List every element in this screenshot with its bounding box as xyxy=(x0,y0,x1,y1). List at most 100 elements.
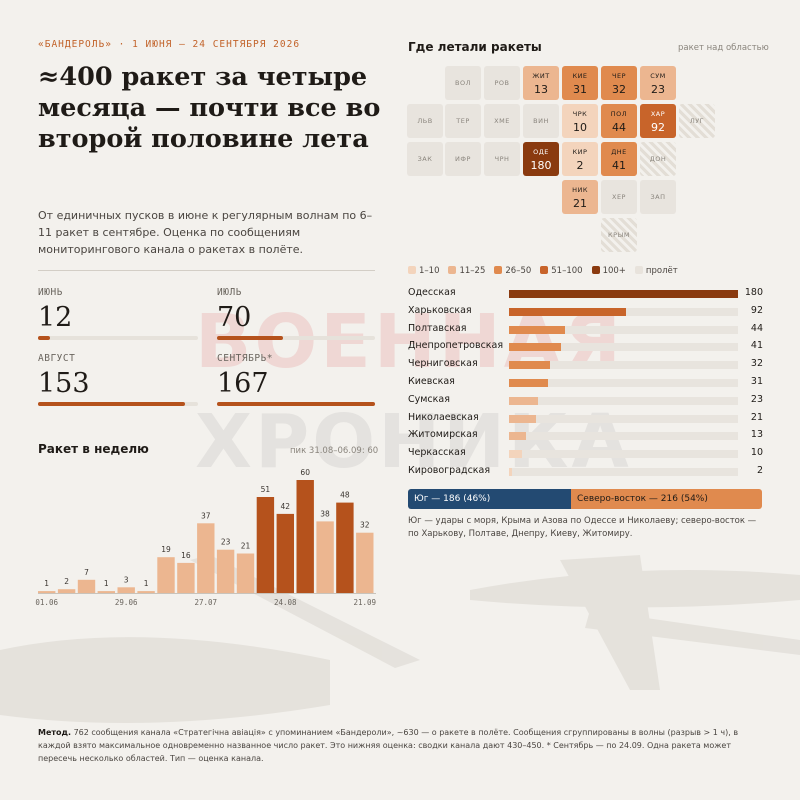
region-bar-track xyxy=(509,361,738,370)
weekly-bar-label: 16 xyxy=(181,551,191,560)
region-bar-track xyxy=(509,450,738,459)
weekly-bar-label: 19 xyxy=(161,545,171,554)
region-bar xyxy=(509,414,536,423)
map-tile-value: 10 xyxy=(573,121,587,134)
month-fill xyxy=(217,402,375,406)
map-tile-ифр: ИФР xyxy=(445,142,481,176)
region-bar xyxy=(509,379,549,387)
region-value: 180 xyxy=(744,287,763,298)
map-tile-code: НИК xyxy=(572,186,588,194)
method-label: Метод. xyxy=(38,728,72,737)
map-title: Где летали ракеты xyxy=(408,40,542,54)
weekly-bar-label: 60 xyxy=(300,468,310,477)
map-tile-code: СУМ xyxy=(650,72,666,80)
region-name: Черкасская xyxy=(408,447,466,459)
region-bar xyxy=(509,307,627,316)
month-value: 70 xyxy=(217,302,252,333)
legend-item: 26–50 xyxy=(494,266,531,276)
region-bar-track xyxy=(509,396,738,405)
region-bar-row: Кировоградская 2 xyxy=(408,465,763,479)
region-bar-row: Житомирская 13 xyxy=(408,429,763,443)
map-tile-value: 92 xyxy=(651,121,665,134)
map-tile-value: 2 xyxy=(576,159,584,172)
direction-split-bar: Юг — 186 (46%) Северо-восток — 216 (54%) xyxy=(408,489,762,509)
region-bar-row: Черкасская 10 xyxy=(408,447,763,461)
map-tile-code: ЧРК xyxy=(572,110,588,118)
map-tile-code: ХЕР xyxy=(612,193,626,201)
region-value: 2 xyxy=(756,465,763,476)
map-tile-code: КРЫМ xyxy=(608,231,630,239)
legend-swatch xyxy=(448,266,457,274)
legend-swatch xyxy=(540,266,549,274)
weekly-bar-label: 1 xyxy=(104,579,109,588)
map-tile-value: 44 xyxy=(612,121,626,134)
month-fill xyxy=(38,402,185,406)
region-value: 41 xyxy=(750,340,763,352)
map-tile-code: ЗАК xyxy=(417,155,433,163)
map-tile-крым: КРЫМ xyxy=(601,218,637,252)
map-tile-тер: ТЕР xyxy=(445,104,481,138)
method-note: Метод. 762 сообщения канала «Стратегічна… xyxy=(38,726,763,765)
weekly-bar-label: 1 xyxy=(44,579,49,588)
map-tile-вин: ВИН xyxy=(523,104,559,138)
map-tile-code: КИР xyxy=(572,148,588,156)
map-tile-code: ВИН xyxy=(533,117,549,125)
weekly-bar-label: 51 xyxy=(261,485,271,494)
weekly-bar-label: 1 xyxy=(144,579,149,588)
map-tile-code: ИФР xyxy=(455,155,471,163)
region-value: 31 xyxy=(750,376,763,387)
map-tile-code: ОДЕ xyxy=(533,148,549,156)
legend-item: 1–10 xyxy=(408,266,439,276)
weekly-bar xyxy=(336,502,354,593)
map-tile-code: ЗАП xyxy=(650,193,666,201)
region-value: 10 xyxy=(750,447,763,459)
region-bar xyxy=(509,396,539,405)
month-track xyxy=(217,336,375,340)
region-bar-track xyxy=(509,379,738,387)
map-tile-зап: ЗАП xyxy=(640,180,676,214)
map-tile-value: 32 xyxy=(612,83,626,96)
eyebrow: «БАНДЕРОЛЬ» · 1 ИЮНЯ — 24 СЕНТЯБРЯ 2026 xyxy=(38,39,301,50)
month-september: СЕНТЯБРЬ* 167 xyxy=(217,353,375,406)
legend-item: 51–100 xyxy=(540,266,583,276)
weekly-bar xyxy=(197,523,215,593)
method-text: 762 сообщения канала «Стратегічна авіаці… xyxy=(38,728,739,763)
weekly-bar xyxy=(177,562,195,593)
region-bar-row: Одесская 180 xyxy=(408,287,763,301)
map-tile-value: 180 xyxy=(530,159,552,172)
weekly-bar-chart: 1 2 7 1 3 1 19 16 37 23 21 51 42 60 38 48 32 01.06 29.06 27… xyxy=(35,468,376,607)
map-tile-code: ЛУГ xyxy=(689,117,705,125)
region-bar-track xyxy=(509,414,738,423)
region-bar xyxy=(509,468,512,476)
weekly-bar-label: 37 xyxy=(201,511,211,520)
legend-label: 100+ xyxy=(602,266,626,276)
weekly-bar xyxy=(38,591,56,593)
region-bar-track xyxy=(509,432,738,441)
map-tile-code: ДНЕ xyxy=(611,148,627,156)
map-tile-code: ЧРН xyxy=(494,155,510,163)
headline: ≈400 ракет за четыре месяца — почти все … xyxy=(38,62,381,154)
region-value: 13 xyxy=(750,429,763,441)
map-tile-code: ПОЛ xyxy=(610,110,628,118)
region-bar-track xyxy=(509,325,738,334)
map-tile-жит: ЖИТ 13 xyxy=(523,66,559,100)
map-tile-кие: КИЕ 31 xyxy=(562,66,598,100)
month-fill xyxy=(217,336,284,340)
map-tile-дне: ДНЕ 41 xyxy=(601,142,637,176)
map-tile-дон: ДОН xyxy=(640,142,676,176)
weekly-tick-label: 24.08 xyxy=(274,598,297,607)
region-name: Кировоградская xyxy=(408,465,491,476)
split-south: Юг — 186 (46%) xyxy=(408,489,571,509)
region-bar xyxy=(509,325,565,334)
map-tile-value: 23 xyxy=(651,83,665,96)
map-tile-чрк: ЧРК 10 xyxy=(562,104,598,138)
weekly-bar-label: 23 xyxy=(221,538,231,547)
weekly-tick-label: 29.06 xyxy=(115,598,138,607)
map-tile-зак: ЗАК xyxy=(407,142,443,176)
weekly-tick-label: 27.07 xyxy=(195,598,218,607)
region-bar-row: Полтавская 44 xyxy=(408,323,763,337)
weekly-bar xyxy=(57,589,76,593)
region-bar-track xyxy=(509,290,738,298)
region-name: Сумская xyxy=(408,393,450,405)
weekly-bar xyxy=(216,549,235,593)
